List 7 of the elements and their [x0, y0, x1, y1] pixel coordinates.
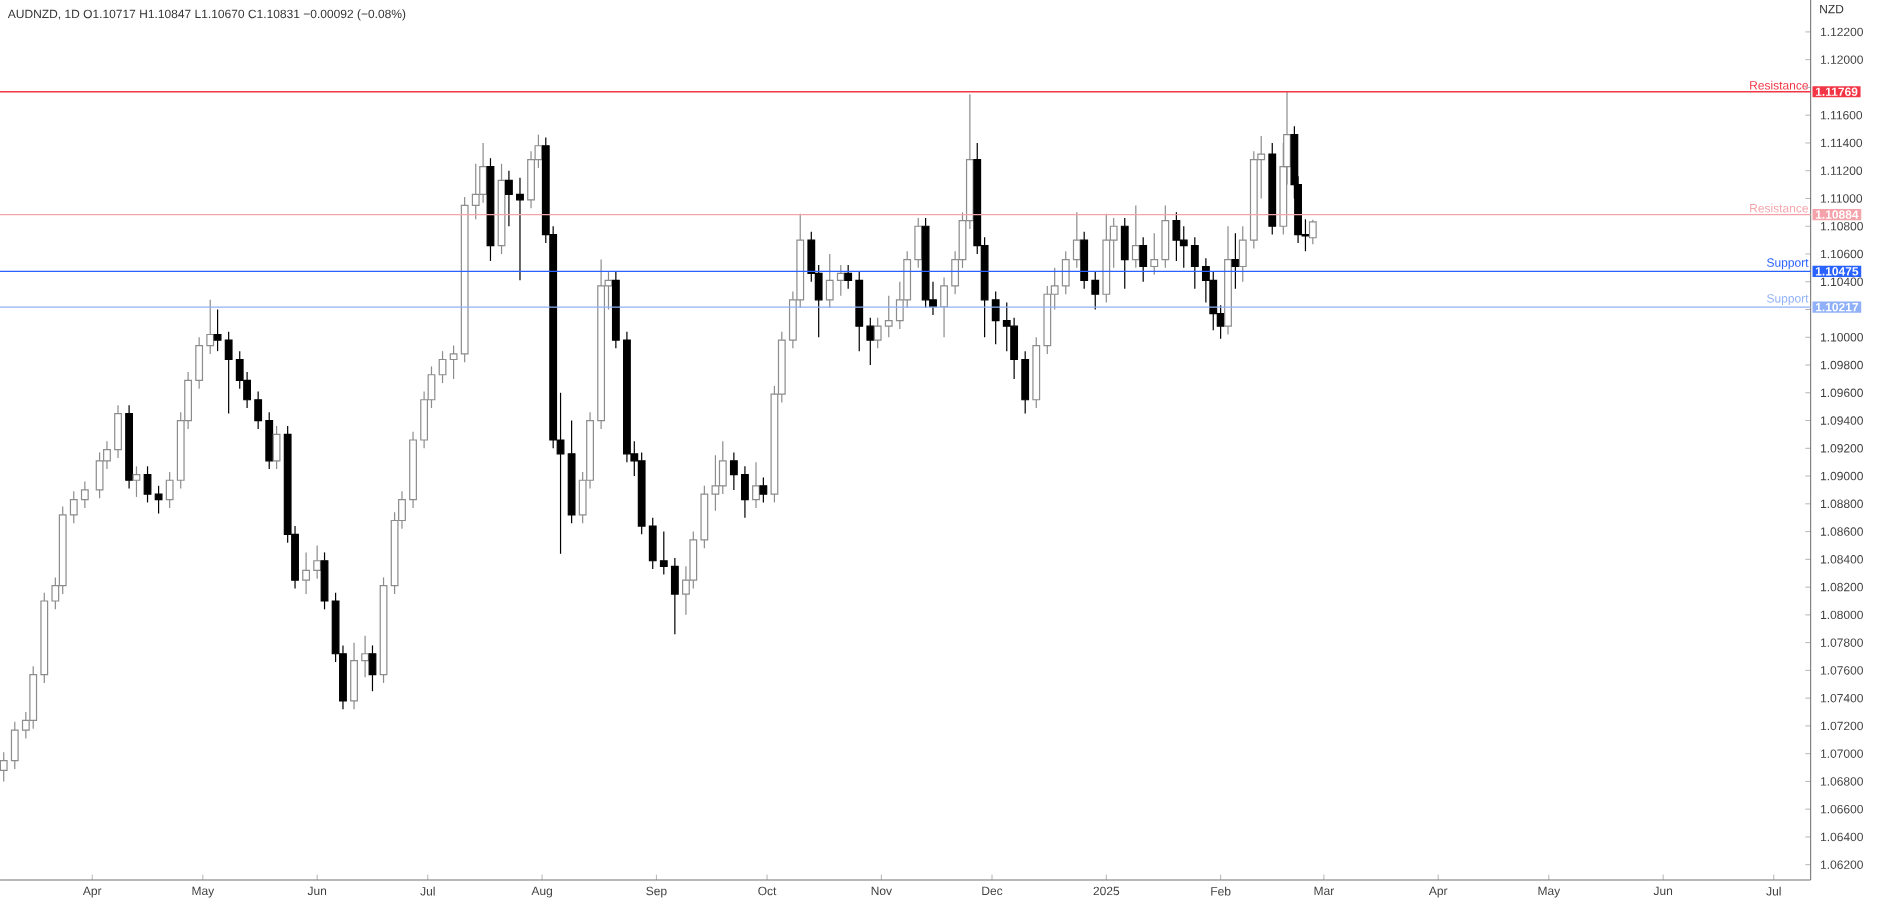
- candlestick: [1231, 232, 1240, 290]
- candlestick: [479, 142, 488, 204]
- candlestick: [125, 404, 134, 490]
- candlestick: [1102, 213, 1111, 304]
- candlestick: [527, 150, 535, 209]
- candlestick: [1224, 225, 1232, 336]
- candlestick: [752, 461, 760, 509]
